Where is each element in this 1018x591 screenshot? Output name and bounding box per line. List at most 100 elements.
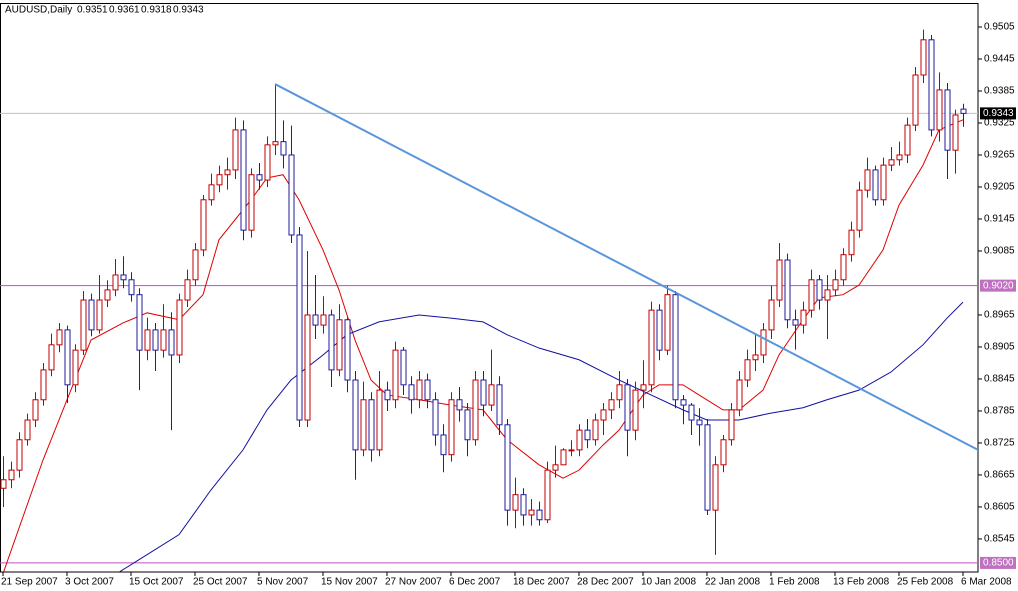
- x-tick-label: 21 Sep 2007: [1, 577, 58, 588]
- candle-body: [520, 494, 527, 516]
- header-low: 0.9318: [141, 5, 172, 16]
- candle-body: [888, 159, 895, 166]
- candle-body: [424, 379, 431, 401]
- price-label: 0.8500: [983, 558, 1014, 569]
- plot-frame: [0, 3, 979, 573]
- candle-body: [272, 141, 279, 146]
- x-tick-label: 15 Oct 2007: [129, 577, 184, 588]
- candle-body: [640, 384, 647, 391]
- y-tick-label: 0.9085: [984, 246, 1015, 257]
- candle-body: [688, 404, 695, 421]
- candle-body: [936, 89, 943, 131]
- candle-body: [408, 384, 415, 401]
- candle-body: [920, 39, 927, 76]
- candle-body: [600, 409, 607, 421]
- axes: 0.9505 0.9445 0.9385 0.9325 0.9265 0.9205 0.91…: [1, 22, 1016, 588]
- candle-body: [512, 494, 519, 511]
- candle-body: [168, 329, 175, 356]
- candle-body: [896, 154, 903, 161]
- candle-body: [768, 299, 775, 331]
- candle-body: [48, 344, 55, 371]
- candle-body: [864, 169, 871, 191]
- candle-body: [960, 108, 967, 114]
- y-tick-label: 0.8545: [984, 534, 1015, 545]
- candle-body: [208, 184, 215, 201]
- header-high: 0.9361: [109, 5, 140, 16]
- candle-body: [264, 144, 271, 181]
- candle-body: [24, 419, 31, 441]
- y-tick-label: 0.8725: [984, 438, 1015, 449]
- x-tick-label: 6 Dec 2007: [449, 577, 501, 588]
- x-tick-label: 6 Mar 2008: [961, 577, 1012, 588]
- candle-body: [400, 349, 407, 386]
- candle-body: [856, 189, 863, 231]
- candle-body: [696, 419, 703, 426]
- candle-body: [568, 449, 575, 452]
- candle-body: [560, 449, 567, 466]
- candle-body: [760, 329, 767, 356]
- candle-body: [944, 89, 951, 151]
- price-label: 0.9343: [983, 108, 1014, 119]
- candle-body: [104, 289, 111, 301]
- candle-body: [448, 399, 455, 456]
- y-tick-label: 0.8905: [984, 342, 1015, 353]
- candle-body: [200, 199, 207, 251]
- candle-body: [912, 74, 919, 126]
- candle-body: [384, 389, 391, 401]
- candle-body: [304, 314, 311, 421]
- y-tick-label: 0.9385: [984, 86, 1015, 97]
- candle-body: [328, 314, 335, 371]
- x-tick-label: 28 Dec 2007: [577, 577, 634, 588]
- candle-body: [552, 464, 559, 471]
- x-tick-label: 1 Feb 2008: [769, 577, 820, 588]
- candle-body: [56, 329, 63, 346]
- candle-body: [536, 509, 543, 521]
- candle-body: [704, 424, 711, 511]
- y-tick-label: 0.9505: [984, 22, 1015, 33]
- candle-body: [632, 389, 639, 431]
- y-tick-label: 0.8665: [984, 470, 1015, 481]
- candle-body: [880, 164, 887, 201]
- candle-body: [584, 429, 591, 441]
- candle-body: [848, 229, 855, 256]
- candle-body: [160, 329, 167, 351]
- x-tick-label: 18 Dec 2007: [513, 577, 570, 588]
- candle-body: [288, 154, 295, 236]
- candle-body: [488, 384, 495, 406]
- candle-body: [72, 349, 79, 386]
- candle-body: [800, 309, 807, 326]
- x-tick-label: 22 Jan 2008: [705, 577, 760, 588]
- candle-body: [616, 384, 623, 401]
- candle-body: [680, 399, 687, 406]
- y-tick-label: 0.9145: [984, 214, 1015, 225]
- candle-body: [952, 114, 959, 151]
- candle-body: [376, 389, 383, 451]
- candle-body: [712, 464, 719, 511]
- price-label-box: [980, 556, 1016, 569]
- candle-body: [808, 279, 815, 311]
- candle-body: [608, 399, 615, 411]
- candle-body: [176, 299, 183, 356]
- candle-body: [840, 254, 847, 281]
- candle-body: [544, 469, 551, 521]
- candle-body: [456, 399, 463, 411]
- candle-body: [136, 294, 143, 351]
- candle-body: [112, 274, 119, 291]
- candle-body: [80, 299, 87, 351]
- candle-body: [928, 39, 935, 131]
- y-tick-label: 0.9325: [984, 118, 1015, 129]
- header-close: 0.9343: [173, 5, 204, 16]
- candle-body: [904, 124, 911, 156]
- candle-body: [32, 399, 39, 421]
- price-label: 0.9020: [983, 280, 1014, 291]
- candle-body: [296, 234, 303, 421]
- candle-body: [312, 314, 319, 326]
- candle-body: [192, 249, 199, 281]
- candle-body: [344, 319, 351, 381]
- x-tick-label: 3 Oct 2007: [65, 577, 114, 588]
- price-label-box: [980, 279, 1016, 292]
- header-open: 0.9351: [77, 5, 108, 16]
- candle-body: [184, 279, 191, 301]
- candle-body: [720, 439, 727, 466]
